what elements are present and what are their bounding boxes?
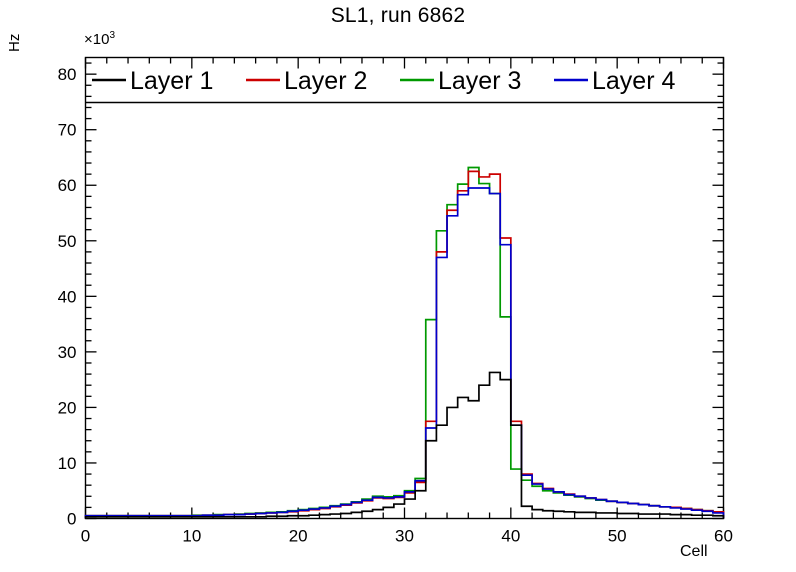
y-tick-label: 70 bbox=[58, 121, 77, 140]
y-axis-exponent-value: 3 bbox=[109, 30, 116, 41]
y-tick-label: 0 bbox=[67, 510, 76, 529]
x-tick-label: 10 bbox=[182, 527, 201, 546]
y-tick-label: 80 bbox=[58, 65, 77, 84]
y-axis-ticks: 0 10 20 30 40 50 60 70 80 bbox=[58, 62, 724, 529]
y-axis-exponent: ×103 bbox=[84, 30, 115, 48]
y-axis-exponent-prefix: ×10 bbox=[84, 31, 110, 48]
x-tick-label: 60 bbox=[714, 527, 733, 546]
plot-frame bbox=[84, 56, 725, 520]
legend-label-layer-4: Layer 4 bbox=[592, 67, 675, 95]
x-tick-label: 20 bbox=[289, 527, 308, 546]
series-line-layer-1 bbox=[84, 371, 725, 519]
y-tick-label: 20 bbox=[58, 398, 77, 417]
x-axis-ticks: 0 10 20 30 40 50 60 bbox=[81, 57, 733, 546]
y-tick-label: 10 bbox=[58, 454, 77, 473]
series-line-layer-2 bbox=[84, 170, 725, 519]
y-tick-label: 60 bbox=[58, 176, 77, 195]
chart-legend: Layer 1 Layer 2 Layer 3 Layer 4 bbox=[92, 67, 675, 95]
data-series-group bbox=[84, 166, 725, 519]
y-tick-label: 30 bbox=[58, 343, 77, 362]
chart-title: SL1, run 6862 bbox=[330, 4, 466, 27]
legend-label-layer-2: Layer 2 bbox=[284, 67, 367, 95]
y-tick-label: 40 bbox=[58, 287, 77, 306]
series-line-layer-3 bbox=[84, 166, 725, 519]
y-tick-label: 50 bbox=[58, 232, 77, 251]
legend-label-layer-1: Layer 1 bbox=[130, 67, 213, 95]
x-axis-label: Cell bbox=[680, 543, 708, 560]
x-tick-label: 40 bbox=[501, 527, 520, 546]
series-line-layer-4 bbox=[84, 187, 725, 519]
x-tick-label: 0 bbox=[81, 527, 90, 546]
legend-label-layer-3: Layer 3 bbox=[438, 67, 521, 95]
x-tick-label: 50 bbox=[608, 527, 627, 546]
x-tick-label: 30 bbox=[395, 527, 414, 546]
